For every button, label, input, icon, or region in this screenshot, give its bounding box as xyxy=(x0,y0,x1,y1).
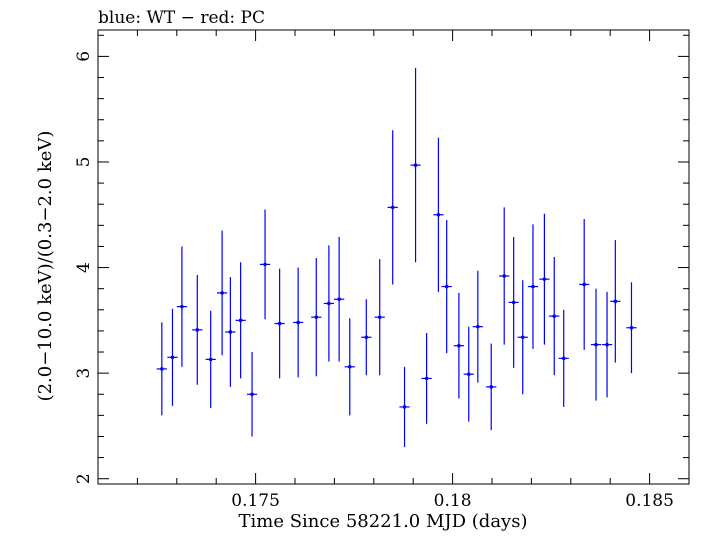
data-point xyxy=(517,280,528,395)
point-marker xyxy=(613,299,618,304)
data-point xyxy=(235,262,246,379)
data-point xyxy=(156,322,167,416)
point-marker xyxy=(337,297,341,302)
data-point xyxy=(441,220,452,354)
data-point xyxy=(323,245,335,362)
data-point xyxy=(579,218,590,350)
x-axis-label: Time Since 58221.0 MJD (days) xyxy=(238,511,527,532)
point-marker xyxy=(582,282,586,287)
data-point xyxy=(527,224,539,349)
x-tick-label: 0.175 xyxy=(231,491,280,511)
point-marker xyxy=(170,355,175,360)
data-point xyxy=(311,258,322,377)
point-marker xyxy=(457,343,461,348)
point-marker xyxy=(296,320,300,325)
point-marker xyxy=(364,335,369,340)
point-marker xyxy=(402,405,407,409)
data-point xyxy=(453,292,465,399)
data-point xyxy=(259,209,271,320)
data-point xyxy=(626,282,637,374)
data-point xyxy=(508,236,519,368)
point-marker xyxy=(228,330,233,334)
data-point xyxy=(410,68,421,263)
data-point xyxy=(216,230,228,356)
data-point xyxy=(361,299,372,376)
point-marker xyxy=(511,300,516,305)
point-marker xyxy=(502,274,507,278)
point-marker xyxy=(377,315,382,319)
point-marker xyxy=(520,335,525,340)
data-point xyxy=(374,259,385,376)
data-point xyxy=(334,236,345,362)
point-marker xyxy=(605,342,609,347)
point-marker xyxy=(629,325,634,330)
y-tick-label: 5 xyxy=(74,157,94,168)
point-marker xyxy=(277,321,282,326)
data-point xyxy=(539,213,550,345)
data-point xyxy=(433,137,444,292)
plot-frame xyxy=(97,29,690,485)
data-point xyxy=(387,130,398,285)
data-point xyxy=(590,288,602,401)
point-marker xyxy=(220,291,224,295)
y-axis-label: (2.0−10.0 keV)/(0.3−2.0 keV) xyxy=(35,131,56,402)
point-marker xyxy=(160,367,164,371)
point-marker xyxy=(208,357,213,362)
point-marker xyxy=(263,262,267,267)
data-point xyxy=(499,207,510,345)
point-marker xyxy=(594,342,598,347)
x-tick-label: 0.185 xyxy=(625,491,674,511)
point-marker xyxy=(561,356,566,361)
data-point xyxy=(274,268,285,379)
y-tick-label: 6 xyxy=(74,51,94,62)
data-point xyxy=(421,333,432,424)
point-marker xyxy=(531,284,535,289)
x-axis: 0.175 0.18 0.185 xyxy=(136,30,674,511)
chart-title: blue: WT − red: PC xyxy=(98,8,265,28)
data-point xyxy=(176,246,188,367)
data-point xyxy=(558,309,569,407)
data-point xyxy=(167,308,178,406)
point-marker xyxy=(390,205,395,210)
point-marker xyxy=(444,284,449,289)
y-tick-label: 2 xyxy=(74,473,94,484)
point-marker xyxy=(347,365,352,369)
data-point xyxy=(463,326,474,422)
point-marker xyxy=(489,385,494,389)
point-marker xyxy=(542,277,547,281)
point-marker xyxy=(180,304,184,309)
point-marker xyxy=(250,392,254,397)
data-point xyxy=(472,270,483,383)
data-point xyxy=(246,352,258,437)
x-tick-label: 0.18 xyxy=(434,491,472,511)
point-marker xyxy=(466,372,471,376)
data-point xyxy=(344,318,355,416)
data-points xyxy=(156,68,637,448)
data-point xyxy=(225,277,236,387)
point-marker xyxy=(238,318,243,323)
point-marker xyxy=(424,376,429,381)
y-tick-label: 3 xyxy=(74,368,94,379)
y-axis: 2 3 4 5 6 xyxy=(74,34,689,484)
data-point xyxy=(601,291,613,398)
data-point xyxy=(549,257,560,376)
data-point xyxy=(205,310,216,408)
data-point xyxy=(610,240,621,363)
y-tick-label: 4 xyxy=(74,262,94,273)
point-marker xyxy=(413,163,418,167)
data-point xyxy=(192,274,203,385)
data-point xyxy=(399,366,410,448)
point-marker xyxy=(195,328,200,332)
point-marker xyxy=(327,301,331,306)
data-point xyxy=(293,267,304,378)
point-marker xyxy=(314,315,319,319)
data-point xyxy=(486,343,497,431)
point-marker xyxy=(476,324,480,329)
point-marker xyxy=(552,314,557,318)
point-marker xyxy=(436,212,441,217)
